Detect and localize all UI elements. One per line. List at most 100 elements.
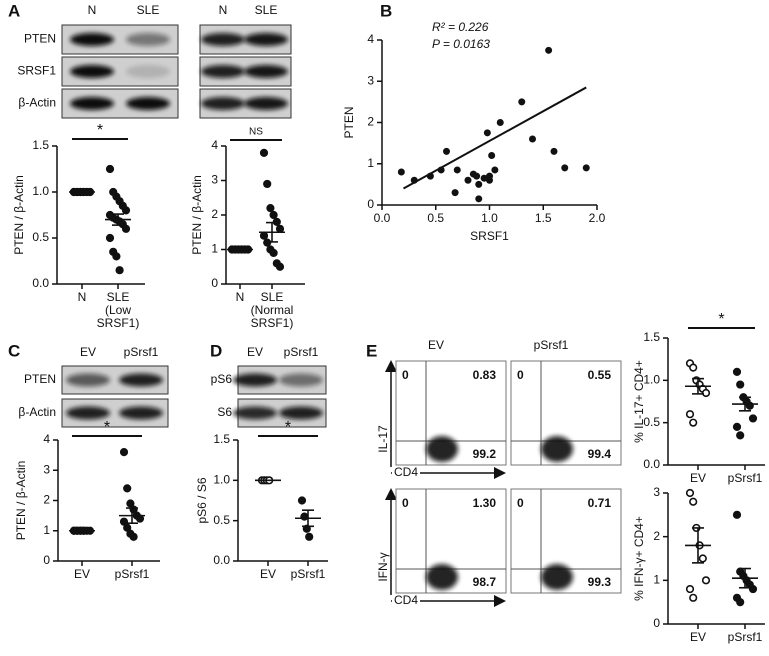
significance-label: NS [249, 127, 263, 138]
data-point [685, 584, 695, 594]
data-point [105, 164, 115, 174]
y-tick-label: 0.5 [213, 513, 230, 527]
blot-row-label: pS6 [211, 372, 233, 386]
quadrant-value: 99.3 [588, 575, 612, 589]
y-axis-label: PTEN [342, 106, 356, 138]
cell-cloud [541, 436, 573, 462]
cell-cloud [426, 564, 458, 590]
x-tick-label: 2.0 [589, 211, 606, 225]
x-tick-label: pSrsf1 [290, 567, 326, 581]
data-point [529, 135, 536, 143]
quadrant-value: 0 [402, 368, 409, 382]
data-point [736, 598, 745, 607]
quadrant-value: 1.30 [473, 496, 497, 510]
data-point [269, 210, 278, 220]
data-point [701, 576, 711, 585]
y-tick-label: 3 [653, 485, 660, 499]
quadrant-value: 98.7 [473, 575, 497, 589]
data-point [105, 233, 115, 243]
data-point [464, 176, 472, 184]
flow-x-label: CD4 [394, 593, 418, 607]
lane-label: N [88, 3, 97, 17]
blot-band [233, 373, 277, 387]
stat-annotation: R² = 0.226 [432, 20, 489, 34]
flow-y-label: IFN-γ [376, 552, 390, 581]
cell-cloud [541, 564, 573, 590]
data-point [736, 431, 745, 440]
significance-label: * [97, 122, 103, 139]
label-bg [392, 466, 420, 480]
blot-band [233, 406, 277, 420]
blot-band [244, 97, 288, 110]
y-axis-label: PTEN / β-Actin [190, 175, 204, 255]
data-point [121, 224, 131, 233]
data-point [483, 129, 491, 137]
data-point [297, 496, 307, 505]
data-point [259, 231, 269, 240]
blot-row-label: PTEN [24, 372, 56, 386]
quadrant-value: 0 [517, 368, 524, 382]
data-point [732, 510, 742, 519]
blot-band [66, 406, 110, 420]
data-point [451, 189, 459, 197]
blot-band [244, 33, 288, 46]
data-point [126, 499, 135, 508]
data-point [496, 119, 504, 126]
x-tick-label: pSrsf1 [114, 567, 150, 581]
y-tick-label: 1.5 [213, 432, 230, 446]
lane-label: pSrsf1 [284, 345, 319, 359]
data-point [269, 248, 278, 258]
lane-label: EV [247, 345, 263, 359]
y-tick-label: 0.0 [32, 276, 49, 290]
x-tick-label: EV [689, 630, 707, 644]
data-point [736, 380, 745, 389]
y-tick-label: 0.0 [643, 457, 660, 471]
y-axis-label: pS6 / S6 [195, 477, 209, 523]
data-point [701, 388, 711, 398]
x-tick-label: SLE (Normal SRSF1) [250, 290, 294, 330]
data-point [491, 166, 499, 174]
fit-line [403, 86, 587, 190]
data-point [685, 410, 695, 419]
quadrant-value: 0 [402, 496, 409, 510]
y-tick-label: 0.5 [643, 415, 660, 429]
lane-label: EV [80, 345, 96, 359]
y-axis-label: PTEN / β-Actin [12, 175, 26, 255]
y-tick-label: 2 [211, 207, 218, 221]
y-tick-label: 0 [211, 276, 218, 290]
blot-row-label: β-Actin [18, 96, 56, 110]
data-point [259, 148, 269, 157]
x-tick-label: pSrsf1 [727, 471, 763, 485]
data-point [275, 224, 285, 233]
data-point [475, 195, 483, 203]
data-point [119, 517, 129, 526]
cell-cloud [426, 436, 458, 462]
data-point [698, 554, 707, 563]
x-tick-label: 0.0 [374, 211, 391, 225]
y-tick-label: 2 [653, 529, 660, 543]
lane-label: SLE [137, 3, 160, 17]
stat-annotation: P = 0.0163 [432, 37, 490, 51]
blot-band [70, 65, 114, 78]
panel-letter: A [8, 1, 20, 20]
significance-label: * [718, 311, 724, 328]
data-point [475, 180, 483, 188]
blot-band [201, 97, 245, 110]
data-point [550, 147, 558, 155]
quadrant-value: 0.71 [588, 496, 612, 510]
quadrant-value: 99.4 [588, 447, 612, 461]
blot-band [126, 65, 170, 78]
y-tick-label: 0 [653, 616, 660, 630]
blot-row-label: β-Actin [18, 405, 56, 419]
blot-row-label: S6 [217, 405, 232, 419]
y-axis-label: % IFN-γ+ CD4+ [632, 516, 646, 601]
x-tick-label: EV [689, 471, 707, 485]
blot-band [279, 373, 323, 387]
x-tick-label: 1.5 [535, 211, 552, 225]
data-point [263, 179, 272, 189]
data-point [305, 532, 314, 541]
data-point [561, 164, 569, 172]
data-point [266, 204, 275, 213]
